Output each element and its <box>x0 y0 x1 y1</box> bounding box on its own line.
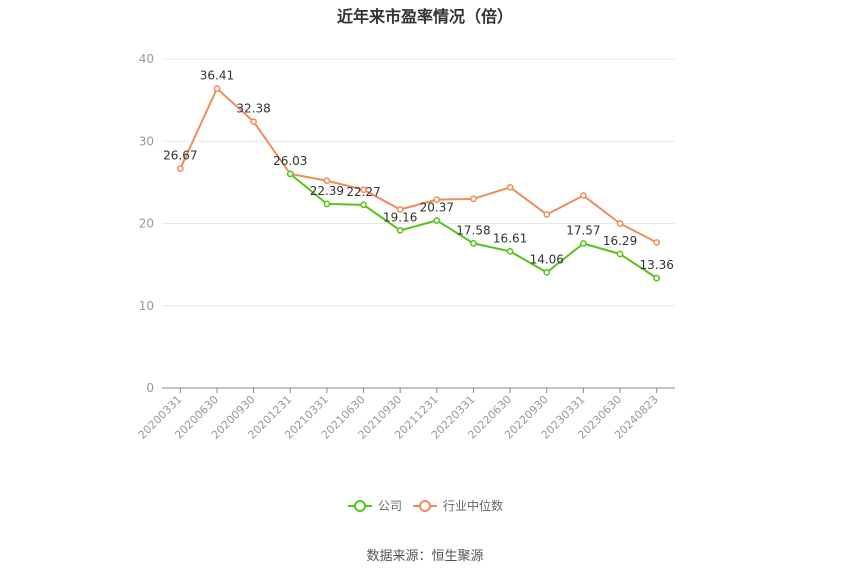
data-label: 22.27 <box>346 185 380 199</box>
data-label: 19.16 <box>383 210 417 224</box>
legend-marker <box>354 500 366 512</box>
y-tick-label: 30 <box>139 134 154 148</box>
data-point <box>616 250 624 258</box>
data-point <box>213 85 221 92</box>
data-point <box>506 248 514 255</box>
data-label: 32.38 <box>236 102 270 116</box>
data-point <box>470 195 477 203</box>
data-label: 16.61 <box>493 231 527 245</box>
data-point <box>360 201 367 209</box>
data-label: 17.58 <box>456 223 490 237</box>
data-point <box>250 118 257 126</box>
data-point <box>323 177 331 185</box>
data-label: 20.37 <box>420 200 454 214</box>
data-source: 数据来源：恒生聚源 <box>366 549 484 564</box>
data-point <box>286 170 294 178</box>
chart-title: 近年来市盈率情况（倍） <box>336 7 513 26</box>
y-tick-label: 0 <box>146 381 154 395</box>
data-point <box>396 227 404 234</box>
data-label: 16.29 <box>603 234 637 248</box>
data-point <box>323 200 331 208</box>
data-label: 17.57 <box>566 223 600 237</box>
legend-label: 行业中位数 <box>443 498 503 513</box>
data-point <box>396 206 404 213</box>
data-label: 26.03 <box>273 154 307 168</box>
legend-label: 公司 <box>378 499 402 513</box>
data-point <box>653 274 661 282</box>
data-point <box>543 269 551 276</box>
data-point <box>543 211 551 218</box>
y-tick-label: 40 <box>139 52 154 66</box>
y-tick-label: 10 <box>139 299 154 313</box>
data-point <box>360 186 367 194</box>
data-label: 36.41 <box>200 69 234 83</box>
data-point <box>506 183 514 191</box>
data-point <box>433 217 441 224</box>
data-point <box>616 220 624 227</box>
y-tick-label: 20 <box>139 217 154 231</box>
legend-marker <box>419 500 431 512</box>
data-label: 22.39 <box>310 184 344 198</box>
data-point <box>470 240 477 247</box>
data-label: 13.36 <box>639 258 673 272</box>
data-point <box>653 239 661 246</box>
data-label: 14.06 <box>530 252 564 266</box>
data-point <box>433 196 441 203</box>
data-point <box>580 192 587 199</box>
series-line-1 <box>179 87 658 244</box>
data-label: 26.67 <box>163 149 197 163</box>
data-point <box>176 165 184 172</box>
data-point <box>580 240 587 247</box>
